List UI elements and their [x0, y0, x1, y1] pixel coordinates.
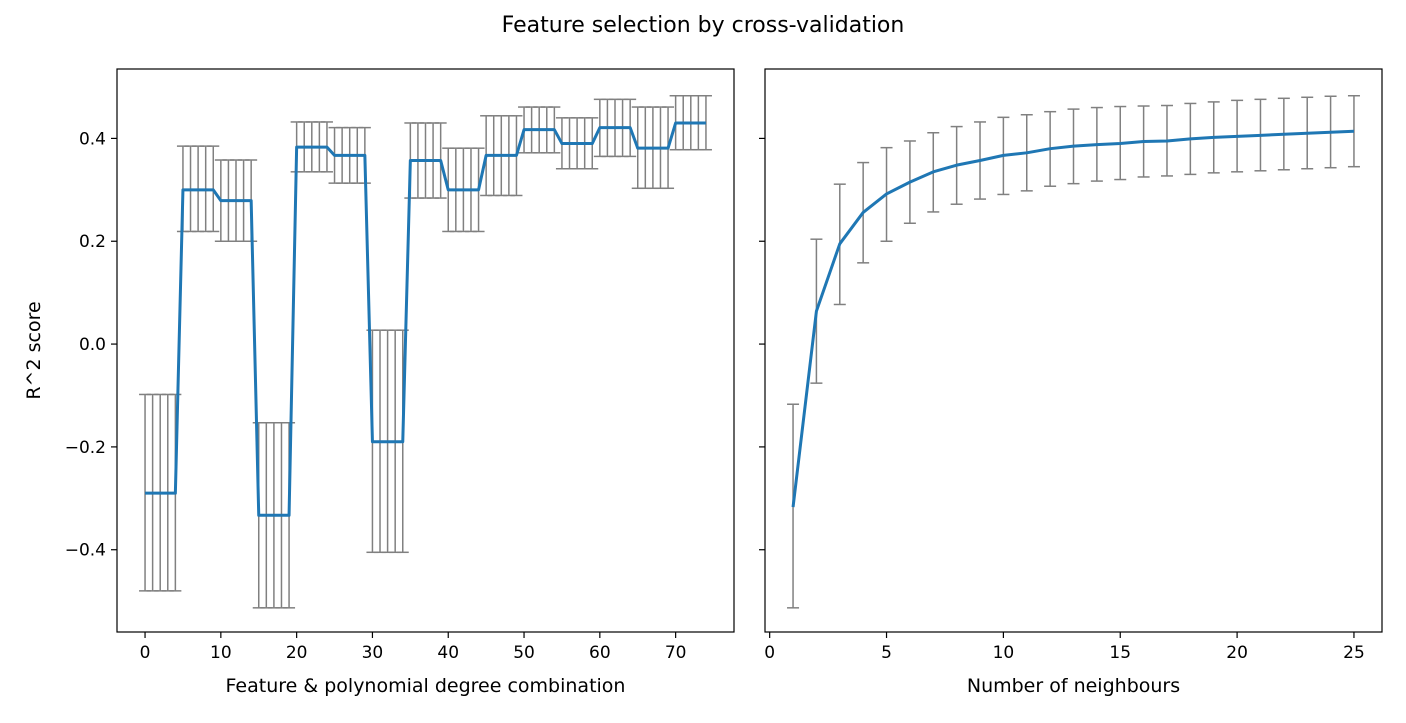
left-x-tick-label-50: 50: [513, 643, 535, 663]
right-x-tick-label-5: 5: [881, 643, 892, 663]
left-axes-frame: [116, 68, 735, 633]
right-ticks: 0 5 10 15 20 25: [759, 137, 1365, 663]
right-x-axis-label: Number of neighbours: [967, 675, 1180, 697]
left-x-tick-label-30: 30: [362, 643, 384, 663]
left-x-tick-label-70: 70: [665, 643, 687, 663]
right-x-tick-label-10: 10: [993, 643, 1015, 663]
left-y-tick-label-0: −0.4: [65, 541, 106, 561]
left-mean-line: [145, 121, 706, 517]
right-x-tick-label-25: 25: [1343, 643, 1365, 663]
right-subplot: 0 5 10 15 20 25 Number of neighbours: [759, 68, 1383, 697]
left-x-tick-label-10: 10: [210, 643, 232, 663]
left-x-axis-label: Feature & polynomial degree combination: [226, 675, 626, 697]
left-x-tick-label-0: 0: [140, 643, 151, 663]
left-x-tick-label-20: 20: [286, 643, 308, 663]
left-x-tick-label-60: 60: [589, 643, 611, 663]
left-subplot: 0 10 20 30 40 50 60 70 −0.4 −0.2 0.0 0.2 0.4 Feature…: [23, 68, 735, 697]
right-plot-area: [787, 94, 1360, 609]
figure-title: Feature selection by cross-validation: [502, 13, 905, 38]
right-x-tick-label-0: 0: [764, 643, 775, 663]
left-y-tick-label-1: −0.2: [65, 438, 106, 458]
left-y-tick-label-2: 0.0: [79, 335, 106, 355]
left-y-tick-label-3: 0.2: [79, 232, 106, 252]
left-ticks: 0 10 20 30 40 50 60 70 −0.4 −0.2 0.0 0.2 0.4: [65, 129, 687, 663]
y-axis-label: R^2 score: [23, 301, 45, 399]
left-y-tick-label-4: 0.4: [79, 129, 106, 149]
right-axes-frame: [764, 68, 1383, 633]
left-plot-area: [139, 94, 712, 609]
right-x-tick-label-20: 20: [1226, 643, 1248, 663]
right-x-tick-label-15: 15: [1109, 643, 1131, 663]
left-x-tick-label-40: 40: [437, 643, 459, 663]
right-mean-line: [791, 129, 1355, 508]
